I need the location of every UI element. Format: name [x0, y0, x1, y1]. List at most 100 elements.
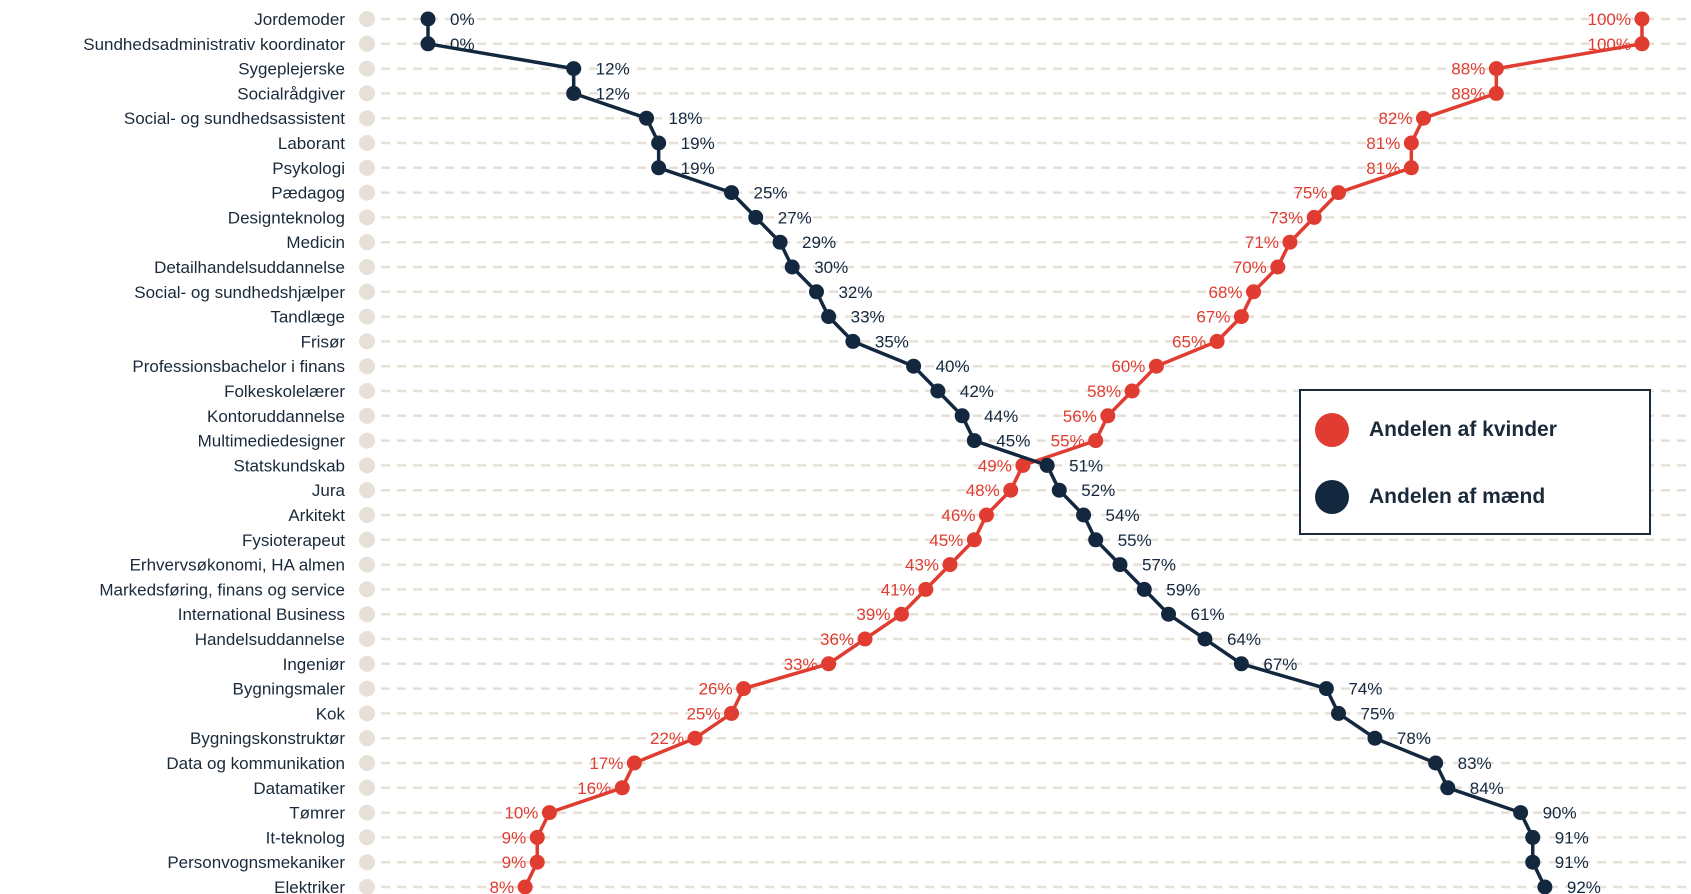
women-value-label: 8% [490, 878, 515, 894]
grid-start-dot [359, 804, 375, 821]
men-point [420, 11, 436, 27]
women-point [1233, 309, 1249, 325]
category-label: Jura [312, 481, 346, 500]
women-point [1403, 135, 1419, 151]
men-value-label: 35% [875, 332, 909, 351]
men-value-label: 84% [1470, 779, 1504, 798]
men-point [808, 284, 824, 300]
women-point [1088, 433, 1104, 449]
men-value-label: 32% [838, 283, 872, 302]
men-value-label: 67% [1263, 655, 1297, 674]
category-label: Fysioterapeut [242, 531, 345, 550]
women-value-label: 55% [1051, 432, 1085, 451]
grid-start-dot [359, 358, 375, 375]
women-point [529, 854, 545, 870]
women-point [687, 730, 703, 746]
category-label: Frisør [301, 332, 346, 351]
category-label: Professionsbachelor i finans [132, 357, 345, 376]
women-point [893, 606, 909, 622]
grid-start-dot [359, 631, 375, 647]
men-value-label: 12% [596, 60, 630, 79]
category-label: Folkeskolelærer [224, 382, 345, 401]
category-label: Social- og sundhedsassistent [124, 109, 345, 128]
category-label: Datamatiker [253, 779, 345, 798]
women-value-label: 46% [941, 506, 975, 525]
women-point [1148, 358, 1164, 374]
men-point [724, 185, 739, 201]
category-label: Kok [316, 704, 346, 723]
men-value-label: 59% [1166, 580, 1200, 599]
grid-start-dot [359, 333, 375, 350]
grid-start-dot [359, 531, 375, 548]
men-point [1513, 805, 1529, 821]
men-point [1318, 681, 1334, 697]
category-label: Designteknolog [228, 208, 345, 227]
legend-swatch-men [1315, 480, 1349, 514]
category-label: Kontoruddannelse [207, 407, 345, 426]
women-value-label: 68% [1208, 283, 1242, 302]
grid-start-dot [359, 11, 375, 27]
women-value-label: 70% [1233, 258, 1267, 277]
women-value-label: 56% [1063, 407, 1097, 426]
women-point [1282, 234, 1298, 250]
grid-start-dot [359, 407, 375, 424]
women-value-label: 26% [699, 680, 733, 699]
women-value-label: 67% [1196, 308, 1230, 327]
men-point [1525, 854, 1541, 870]
women-point [1331, 185, 1346, 201]
men-point [639, 110, 655, 126]
grid-start-dot [359, 457, 375, 474]
category-label: Bygningsmaler [233, 680, 346, 699]
women-point [1306, 209, 1322, 225]
women-value-label: 45% [929, 531, 963, 550]
category-label: Markedsføring, finans og service [99, 580, 345, 599]
grid-start-dot [359, 308, 375, 325]
men-value-label: 57% [1142, 556, 1176, 575]
men-point [1136, 581, 1152, 597]
women-value-label: 22% [650, 729, 684, 748]
men-point [566, 61, 582, 77]
men-value-label: 92% [1567, 878, 1601, 894]
women-point [1634, 11, 1650, 27]
women-point [614, 780, 630, 796]
men-point [1197, 631, 1213, 647]
men-value-label: 18% [669, 109, 703, 128]
men-point [784, 259, 800, 275]
men-point [651, 160, 667, 176]
women-point [918, 581, 934, 597]
women-point [1415, 110, 1431, 126]
grid-start-dot [359, 854, 375, 871]
women-value-label: 88% [1451, 84, 1485, 103]
category-label: Multimediedesigner [198, 432, 346, 451]
women-value-label: 9% [502, 828, 527, 847]
grid-start-dot [359, 482, 375, 499]
women-point [1209, 333, 1225, 349]
grid-start-dot [359, 556, 375, 573]
grid-start-dot [359, 60, 375, 77]
men-value-label: 64% [1227, 630, 1261, 649]
grid-start-dot [359, 680, 375, 697]
category-label: Socialrådgiver [237, 84, 345, 103]
women-point [1488, 61, 1504, 77]
category-label: Laborant [278, 134, 345, 153]
women-value-label: 41% [881, 580, 915, 599]
category-label: Elektriker [274, 878, 345, 894]
category-label: Jordemoder [254, 10, 345, 29]
women-point [1403, 160, 1419, 176]
grid-start-dot [359, 655, 375, 672]
men-value-label: 83% [1458, 754, 1492, 773]
women-value-label: 88% [1451, 60, 1485, 79]
grid-start-dot [359, 879, 375, 894]
women-value-label: 33% [784, 655, 818, 674]
grid-start-dot [359, 730, 375, 747]
women-point [517, 879, 533, 894]
women-point [1100, 408, 1116, 424]
category-label: Sundhedsadministrativ koordinator [83, 35, 345, 54]
men-value-label: 90% [1543, 804, 1577, 823]
men-value-label: 40% [936, 357, 970, 376]
grid-start-dot [359, 85, 375, 102]
men-value-label: 19% [681, 134, 715, 153]
grid-start-dot [359, 829, 375, 846]
grid-start-dot [359, 283, 375, 300]
